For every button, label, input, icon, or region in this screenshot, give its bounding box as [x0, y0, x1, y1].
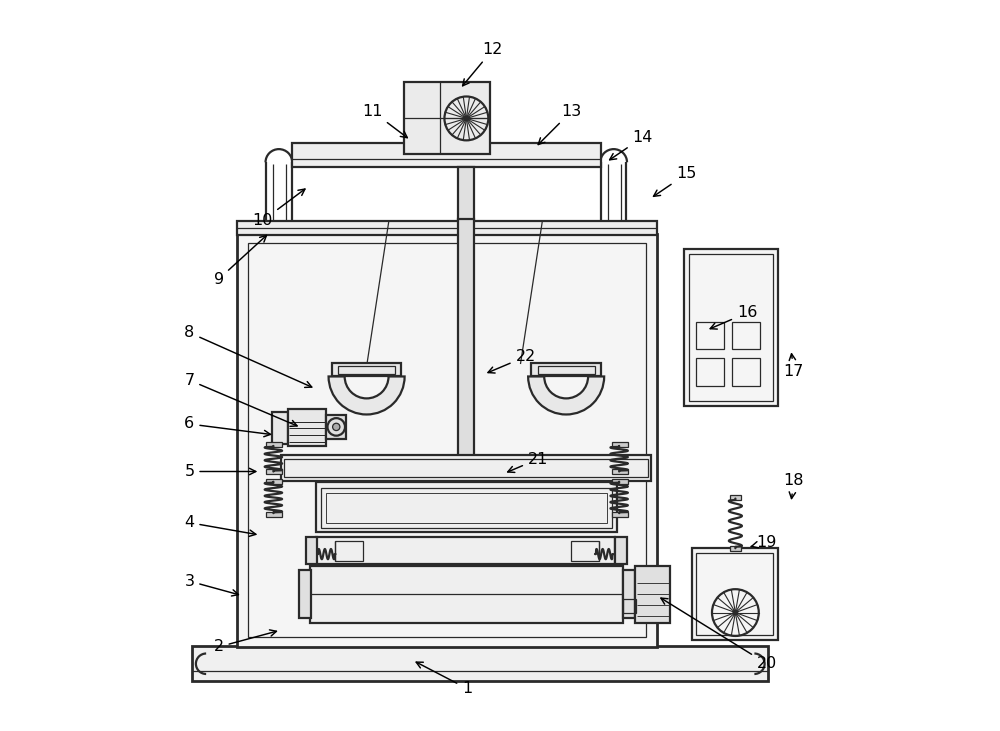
Text: 5: 5	[184, 464, 256, 479]
Text: 1: 1	[416, 662, 472, 696]
Bar	[310, 566, 623, 623]
Bar	[696, 553, 773, 635]
Text: 8: 8	[184, 325, 312, 387]
Bar	[684, 249, 778, 406]
Text: 22: 22	[488, 349, 536, 373]
Bar	[266, 469, 282, 474]
Text: 12: 12	[463, 42, 503, 86]
Bar	[404, 82, 490, 154]
Text: 7: 7	[184, 373, 297, 426]
Bar	[332, 363, 401, 376]
Text: 13: 13	[538, 104, 582, 145]
Bar	[316, 537, 615, 564]
Bar	[696, 358, 724, 386]
Bar	[612, 479, 628, 484]
Bar	[266, 442, 282, 447]
Text: 11: 11	[362, 104, 407, 137]
Bar	[192, 646, 768, 681]
Bar	[306, 537, 317, 564]
Bar	[612, 442, 628, 447]
Text: 16: 16	[710, 306, 757, 329]
Bar	[458, 219, 474, 468]
Bar	[730, 495, 741, 500]
Bar	[292, 143, 601, 167]
Bar	[452, 460, 479, 471]
Bar	[623, 599, 636, 613]
Bar	[692, 548, 778, 640]
Bar	[248, 243, 646, 637]
Bar	[237, 234, 657, 647]
Bar	[689, 254, 773, 401]
Text: 20: 20	[661, 598, 777, 671]
Text: 15: 15	[653, 167, 697, 197]
Bar	[571, 541, 599, 561]
Bar	[538, 366, 595, 374]
Bar	[612, 469, 628, 474]
Text: 14: 14	[610, 130, 653, 160]
Text: 21: 21	[508, 452, 548, 472]
Text: 2: 2	[214, 630, 276, 654]
Bar	[266, 479, 282, 484]
Wedge shape	[329, 376, 405, 414]
Bar	[326, 493, 607, 523]
Bar	[281, 455, 651, 481]
Text: 9: 9	[214, 235, 266, 287]
Text: 6: 6	[184, 417, 270, 436]
Text: 19: 19	[751, 535, 777, 550]
Bar	[316, 482, 617, 532]
Bar	[450, 455, 481, 469]
Bar	[458, 167, 474, 221]
Circle shape	[333, 423, 340, 431]
Text: 4: 4	[184, 515, 256, 537]
Bar	[696, 322, 724, 349]
Wedge shape	[528, 376, 604, 414]
Bar	[299, 570, 311, 618]
Text: 10: 10	[252, 189, 305, 228]
Bar	[335, 541, 363, 561]
Bar	[326, 415, 346, 439]
Bar	[321, 488, 612, 528]
Bar	[531, 363, 601, 376]
Bar	[732, 322, 760, 349]
Text: 17: 17	[784, 354, 804, 379]
Bar	[272, 412, 288, 444]
Text: 3: 3	[184, 574, 238, 596]
Bar	[288, 409, 326, 446]
Bar	[635, 566, 670, 623]
Bar	[732, 358, 760, 386]
Bar	[237, 221, 657, 235]
Bar	[338, 366, 395, 374]
Bar	[266, 512, 282, 517]
Circle shape	[734, 610, 737, 615]
Bar	[612, 512, 628, 517]
Bar	[615, 537, 627, 564]
Bar	[730, 546, 741, 551]
Circle shape	[465, 117, 468, 120]
Bar	[284, 459, 648, 477]
Bar	[623, 570, 635, 618]
Text: 18: 18	[784, 474, 804, 499]
